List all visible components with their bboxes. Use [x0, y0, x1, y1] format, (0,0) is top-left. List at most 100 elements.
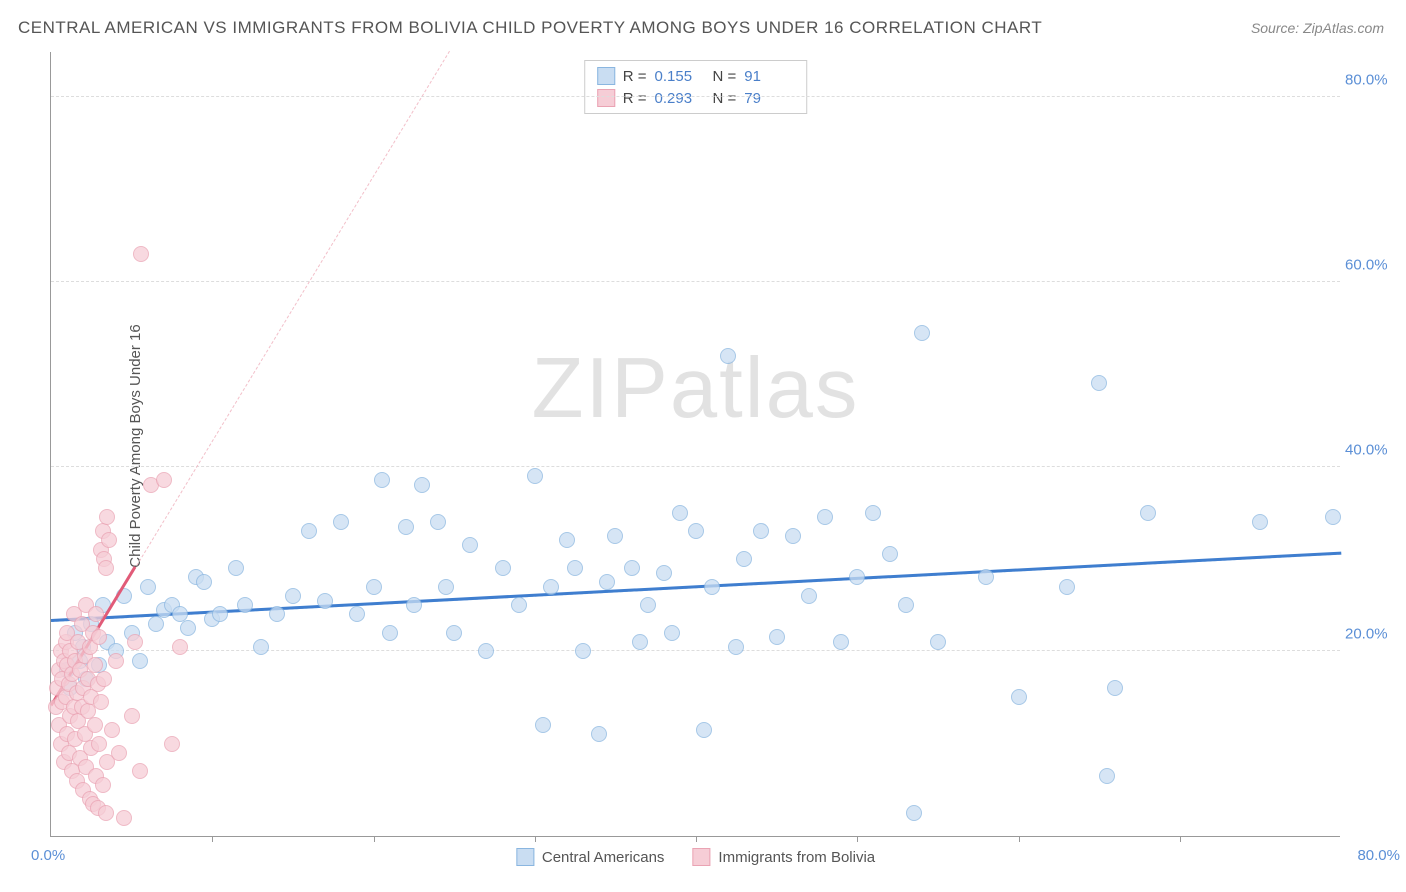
y-tick-label: 20.0% [1345, 626, 1400, 643]
data-point [140, 579, 156, 595]
data-point [116, 810, 132, 826]
data-point [91, 629, 107, 645]
data-point [1091, 375, 1107, 391]
data-point [104, 722, 120, 738]
data-point [406, 597, 422, 613]
data-point [575, 643, 591, 659]
r-label: R = [623, 68, 647, 85]
data-point [285, 588, 301, 604]
plot-area: ZIPatlas R =0.155N =91R =0.293N =79 0.0%… [50, 52, 1340, 837]
data-point [865, 505, 881, 521]
stats-box: R =0.155N =91R =0.293N =79 [584, 60, 808, 114]
data-point [1099, 768, 1115, 784]
data-point [398, 519, 414, 535]
data-point [172, 639, 188, 655]
data-point [1107, 680, 1123, 696]
data-point [527, 468, 543, 484]
data-point [567, 560, 583, 576]
r-value: 0.293 [655, 90, 705, 107]
gridline [51, 466, 1340, 467]
data-point [88, 606, 104, 622]
data-point [495, 560, 511, 576]
data-point [462, 537, 478, 553]
legend-swatch [516, 848, 534, 866]
data-point [591, 726, 607, 742]
data-point [91, 736, 107, 752]
data-point [599, 574, 615, 590]
data-point [696, 722, 712, 738]
data-point [446, 625, 462, 641]
data-point [728, 639, 744, 655]
data-point [1059, 579, 1075, 595]
legend-item: Immigrants from Bolivia [692, 848, 875, 866]
data-point [882, 546, 898, 562]
data-point [511, 597, 527, 613]
data-point [196, 574, 212, 590]
n-label: N = [713, 90, 737, 107]
x-tick [535, 836, 536, 842]
legend-swatch [597, 89, 615, 107]
data-point [736, 551, 752, 567]
data-point [374, 472, 390, 488]
data-point [898, 597, 914, 613]
data-point [164, 736, 180, 752]
data-point [817, 509, 833, 525]
x-tick [374, 836, 375, 842]
data-point [632, 634, 648, 650]
data-point [906, 805, 922, 821]
data-point [156, 472, 172, 488]
n-label: N = [713, 68, 737, 85]
data-point [1011, 689, 1027, 705]
data-point [914, 325, 930, 341]
data-point [801, 588, 817, 604]
watermark: ZIPatlas [532, 340, 860, 438]
data-point [301, 523, 317, 539]
y-tick-label: 80.0% [1345, 72, 1400, 89]
data-point [438, 579, 454, 595]
legend-swatch [692, 848, 710, 866]
data-point [640, 597, 656, 613]
data-point [99, 509, 115, 525]
data-point [478, 643, 494, 659]
gridline [51, 96, 1340, 97]
data-point [543, 579, 559, 595]
data-point [228, 560, 244, 576]
source-label: Source: ZipAtlas.com [1251, 20, 1384, 36]
n-value: 79 [744, 90, 794, 107]
data-point [333, 514, 349, 530]
data-point [753, 523, 769, 539]
data-point [849, 569, 865, 585]
data-point [253, 639, 269, 655]
r-value: 0.155 [655, 68, 705, 85]
data-point [607, 528, 623, 544]
gridline [51, 281, 1340, 282]
data-point [101, 532, 117, 548]
data-point [930, 634, 946, 650]
legend-item: Central Americans [516, 848, 665, 866]
data-point [98, 560, 114, 576]
data-point [317, 593, 333, 609]
data-point [672, 505, 688, 521]
bottom-legend: Central Americans Immigrants from Bolivia [516, 848, 875, 866]
legend-label: Immigrants from Bolivia [718, 849, 875, 866]
legend-label: Central Americans [542, 849, 665, 866]
x-tick [212, 836, 213, 842]
x-tick [857, 836, 858, 842]
data-point [704, 579, 720, 595]
data-point [124, 708, 140, 724]
x-tick [1180, 836, 1181, 842]
data-point [688, 523, 704, 539]
data-point [98, 805, 114, 821]
y-tick-label: 60.0% [1345, 256, 1400, 273]
data-point [1325, 509, 1341, 525]
data-point [720, 348, 736, 364]
data-point [656, 565, 672, 581]
stats-row: R =0.293N =79 [597, 87, 795, 109]
n-value: 91 [744, 68, 794, 85]
x-axis-min-label: 0.0% [31, 847, 65, 864]
data-point [414, 477, 430, 493]
data-point [212, 606, 228, 622]
data-point [664, 625, 680, 641]
legend-swatch [597, 67, 615, 85]
chart-title: CENTRAL AMERICAN VS IMMIGRANTS FROM BOLI… [18, 18, 1042, 38]
